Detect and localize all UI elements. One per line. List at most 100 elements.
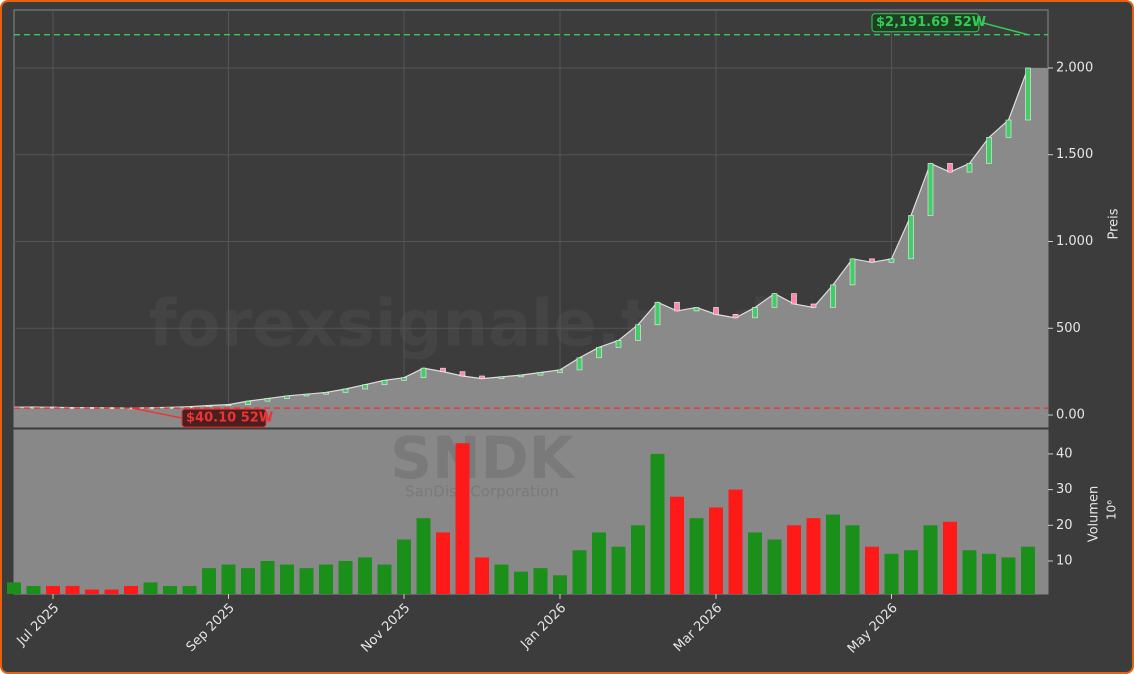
candle-body xyxy=(732,314,739,319)
y-tick-label: 2.000 xyxy=(1056,60,1093,75)
x-tick-label: Mar 2026 xyxy=(671,601,725,655)
volume-bar xyxy=(884,553,899,594)
volume-bar xyxy=(689,518,704,594)
candle-body xyxy=(908,215,914,260)
candle-body xyxy=(966,163,973,173)
candle-body xyxy=(89,407,95,409)
volume-bar xyxy=(182,585,197,594)
candle-body xyxy=(245,400,251,405)
candle-body xyxy=(557,369,563,373)
volume-bar xyxy=(728,489,743,594)
annotation-box xyxy=(871,13,980,33)
volume-bar xyxy=(826,514,840,594)
candle-body xyxy=(206,405,212,407)
candle-body xyxy=(342,388,349,393)
volume-bar xyxy=(416,518,431,594)
volume-bar xyxy=(572,550,587,594)
annotation-label: $40.10 52W xyxy=(186,411,273,426)
candle-body xyxy=(479,375,485,379)
volume-bar xyxy=(1001,557,1016,594)
annotation-label: $2,191.69 52W xyxy=(876,15,986,30)
y-tick-label: 500 xyxy=(1056,321,1081,336)
candle-body xyxy=(771,293,778,308)
volume-bar xyxy=(475,557,489,594)
candle-body xyxy=(323,392,329,395)
volume-bar xyxy=(514,571,528,594)
volume-bar xyxy=(377,564,392,594)
volume-bar xyxy=(904,550,918,594)
y2-tick-label: 10 xyxy=(1056,553,1073,568)
candle-body xyxy=(869,258,875,263)
y2-tick-label: 40 xyxy=(1056,446,1073,461)
volume-bar xyxy=(982,553,996,594)
symbol-watermark: SNDK xyxy=(390,424,575,492)
volume-bar xyxy=(1021,546,1035,594)
volume-bar xyxy=(241,568,255,594)
candle-body xyxy=(459,371,466,377)
candle-body xyxy=(752,307,758,319)
volume-bar xyxy=(7,582,21,594)
y2-exponent: 10⁶ xyxy=(1105,500,1119,520)
x-tick-label: Jan 2026 xyxy=(517,601,569,653)
volume-bar xyxy=(533,568,548,594)
candle-body xyxy=(693,307,700,312)
volume-bar xyxy=(748,532,762,594)
volume-bar xyxy=(962,550,977,594)
volume-bar xyxy=(65,585,80,594)
volume-bar xyxy=(592,532,606,594)
candle-body xyxy=(830,284,836,308)
candle-body xyxy=(791,293,797,305)
volume-bar xyxy=(806,518,821,594)
volume-bar xyxy=(202,568,216,594)
volume-bar xyxy=(670,496,684,594)
volume-bar xyxy=(397,539,411,594)
candle-body xyxy=(888,258,895,263)
y-axis-label: Preis xyxy=(1107,208,1122,239)
volume-bar xyxy=(709,507,723,594)
volume-bar xyxy=(767,539,782,594)
volume-bar xyxy=(923,525,938,594)
volume-bar xyxy=(436,532,450,594)
volume-bar xyxy=(143,582,158,594)
candle-body xyxy=(654,301,661,326)
volume-bar xyxy=(299,568,314,594)
volume-bar xyxy=(319,564,333,594)
candle-body xyxy=(986,137,992,164)
volume-bar xyxy=(104,589,119,594)
candle-body xyxy=(303,393,310,397)
volume-bar xyxy=(865,546,879,594)
candle-body xyxy=(635,324,641,341)
volume-bar xyxy=(163,585,177,594)
y-tick-label: 1.000 xyxy=(1056,234,1093,249)
volume-bar xyxy=(358,557,372,594)
x-tick-label: Jul 2025 xyxy=(14,601,63,650)
candle-body xyxy=(927,163,934,216)
candle-body xyxy=(381,380,388,385)
volume-bar xyxy=(26,585,41,594)
candle-body xyxy=(284,395,290,399)
candle-body xyxy=(615,340,622,348)
volume-bar xyxy=(455,443,470,594)
candle-body xyxy=(1025,67,1031,121)
candle-body xyxy=(947,163,953,173)
annotation-box xyxy=(181,408,267,428)
price-area xyxy=(14,67,1048,427)
volume-bar xyxy=(787,525,801,594)
volume-bar xyxy=(280,564,294,594)
volume-bar xyxy=(221,564,236,594)
annotation-arrow xyxy=(131,407,183,419)
candle-body xyxy=(362,384,368,390)
y-tick-label: 1.500 xyxy=(1056,147,1093,162)
candle-body xyxy=(810,303,817,308)
volume-bar xyxy=(553,575,567,594)
x-tick-label: May 2026 xyxy=(845,601,901,657)
volume-bar xyxy=(46,585,60,594)
x-tick-label: Nov 2025 xyxy=(358,601,413,656)
candle-body xyxy=(1005,119,1012,138)
candle-body xyxy=(420,367,427,379)
annotation-arrow xyxy=(981,21,1029,36)
volume-bar xyxy=(631,525,645,594)
company-watermark: SanDisk Corporation xyxy=(405,483,559,501)
